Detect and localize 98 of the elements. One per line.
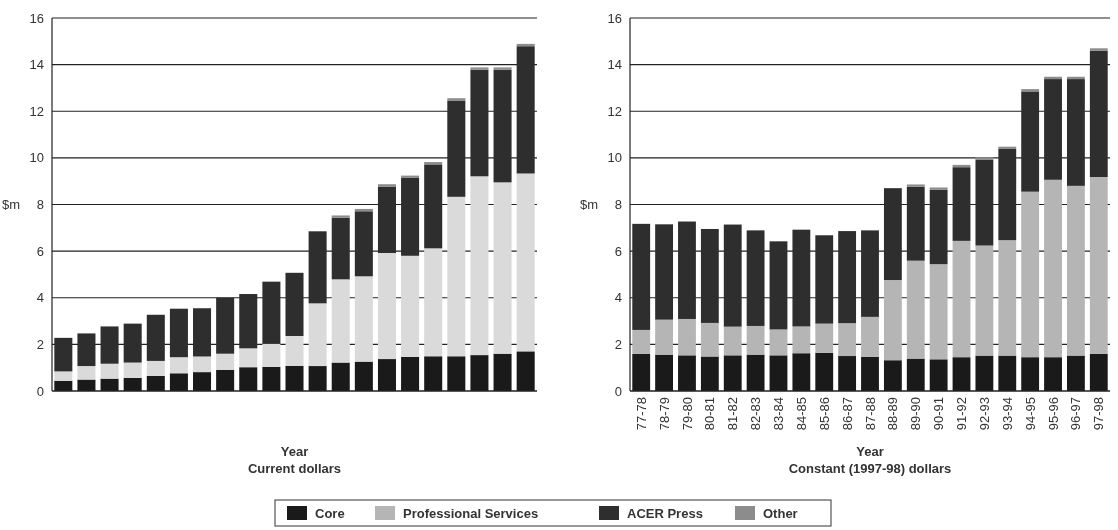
x-tick-label: 95-96 — [1045, 397, 1061, 431]
bar — [216, 353, 235, 370]
y-tick-label: 12 — [607, 103, 622, 119]
x-tick-label: 90-91 — [931, 397, 947, 431]
x-tick-label: 84-85 — [793, 397, 809, 431]
y-axis-title: $m — [1, 197, 20, 213]
bar — [746, 325, 765, 355]
bar — [308, 303, 327, 367]
legend-label: Core — [315, 505, 345, 521]
x-tick-label: 79-80 — [679, 397, 695, 431]
bar — [975, 157, 994, 160]
bar — [1066, 185, 1085, 356]
bar — [516, 173, 535, 352]
y-tick-label: 6 — [614, 243, 622, 259]
x-tick-label: 78-79 — [656, 397, 672, 431]
bar — [447, 196, 466, 357]
bar — [377, 184, 396, 187]
bar — [377, 252, 396, 360]
bar — [470, 67, 489, 70]
bar — [678, 318, 696, 356]
y-axis-title: $m — [579, 197, 598, 213]
y-tick-label: 10 — [607, 150, 622, 166]
bar — [239, 348, 258, 368]
y-tick-label: 14 — [607, 57, 622, 73]
bar — [77, 366, 96, 380]
x-axis-title: Year Current dollars — [247, 444, 342, 476]
legend-label: Other — [763, 505, 798, 521]
x-tick-label: 97-98 — [1091, 397, 1107, 431]
y-tick-label: 4 — [36, 290, 44, 306]
x-tick-label: 96-97 — [1068, 397, 1084, 431]
bar — [424, 248, 443, 357]
bar — [929, 264, 948, 360]
bar — [1089, 176, 1108, 354]
bar — [906, 184, 925, 187]
x-tick-label: 91-92 — [954, 397, 970, 431]
y-tick-label: 0 — [614, 383, 622, 399]
bar — [838, 323, 857, 357]
x-tick-label: 93-94 — [999, 397, 1015, 431]
x-tick-label: 85-86 — [816, 397, 832, 431]
x-tick-label: 82-83 — [748, 397, 764, 431]
x-tick-label: 81-82 — [725, 397, 741, 431]
y-tick-label: 0 — [36, 383, 44, 399]
x-tick-label: 86-87 — [839, 397, 855, 431]
bar — [792, 326, 811, 354]
bar — [952, 240, 971, 358]
bar — [929, 187, 948, 190]
bar — [1089, 48, 1108, 51]
bar — [262, 343, 281, 367]
y-tick-label: 10 — [29, 150, 44, 166]
bar — [331, 215, 350, 218]
bar — [700, 322, 719, 357]
bar — [493, 67, 512, 70]
y-tick-label: 12 — [29, 103, 44, 119]
x-axis-title: Year Constant (1997-98) dollars — [788, 444, 952, 476]
x-tick-label: 83-84 — [771, 397, 787, 431]
x-tick-label: 92-93 — [976, 397, 992, 431]
x-tick-label: 87-88 — [862, 397, 878, 431]
y-tick-label: 4 — [614, 290, 622, 306]
bar — [470, 176, 489, 356]
x-tick-label: 89-90 — [908, 397, 924, 431]
bar — [906, 260, 925, 359]
y-tick-label: 16 — [607, 10, 622, 26]
y-tick-label: 2 — [614, 336, 622, 352]
x-tick-label: 94-95 — [1022, 397, 1038, 431]
bar — [193, 356, 212, 373]
y-tick-label: 14 — [29, 57, 44, 73]
bar — [123, 362, 142, 378]
y-tick-label: 16 — [29, 10, 44, 26]
bar — [1044, 179, 1062, 358]
legend-label: Professional Services — [403, 505, 539, 521]
bar — [285, 335, 304, 366]
bar — [1021, 191, 1040, 358]
bar — [998, 240, 1017, 356]
bar — [975, 245, 994, 356]
legend-label: ACER Press — [627, 505, 703, 521]
bar — [100, 363, 119, 379]
y-tick-label: 6 — [36, 243, 44, 259]
bar — [146, 360, 165, 376]
bar — [883, 280, 902, 361]
bar — [815, 323, 834, 353]
x-tick-label: 77-78 — [633, 397, 649, 431]
bar — [723, 326, 742, 356]
bar — [331, 279, 350, 363]
x-tick-label: 80-81 — [702, 397, 718, 431]
bar — [493, 182, 512, 354]
bar — [655, 319, 674, 355]
x-tick-label: 88-89 — [885, 397, 901, 431]
bar — [54, 371, 73, 381]
bar — [169, 357, 188, 374]
bar — [769, 329, 788, 356]
y-tick-label: 8 — [614, 197, 622, 213]
bar — [354, 276, 373, 362]
bar — [861, 316, 879, 357]
y-tick-label: 8 — [36, 197, 44, 213]
bar — [401, 255, 420, 357]
bar — [632, 329, 651, 354]
y-tick-label: 2 — [36, 336, 44, 352]
bar — [447, 98, 466, 101]
